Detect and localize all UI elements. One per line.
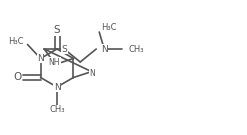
Text: N: N [37, 54, 44, 63]
Text: N: N [90, 69, 95, 78]
Text: H₃C: H₃C [8, 37, 23, 46]
Text: H₃C: H₃C [101, 23, 117, 33]
Text: N: N [101, 45, 108, 53]
Text: O: O [13, 72, 22, 82]
Text: S: S [61, 45, 67, 53]
Text: S: S [54, 25, 60, 35]
Text: CH₃: CH₃ [128, 45, 144, 53]
Text: CH₃: CH₃ [49, 105, 65, 114]
Text: NH: NH [49, 58, 60, 67]
Text: N: N [54, 82, 60, 92]
